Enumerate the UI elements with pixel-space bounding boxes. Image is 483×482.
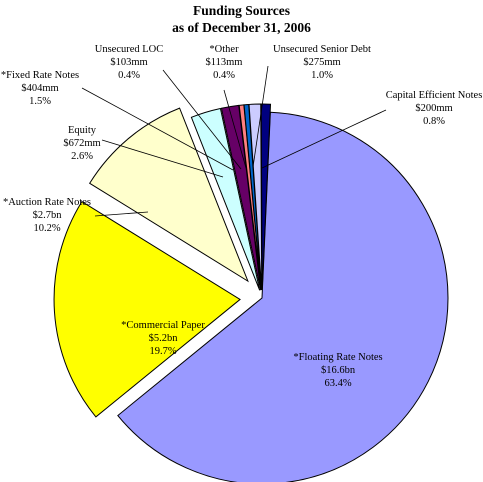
pie-slices bbox=[53, 103, 449, 482]
leader-line bbox=[261, 109, 387, 169]
slice-label: Unsecured Senior Debt $275mm 1.0% bbox=[273, 44, 371, 81]
slice-label: *Auction Rate Notes $2.7bn 10.2% bbox=[3, 197, 91, 234]
slice-amount: $2.7bn bbox=[33, 210, 63, 221]
leader-line bbox=[223, 89, 247, 169]
leader-line bbox=[162, 69, 242, 170]
chart-subtitle: as of December 31, 2006 bbox=[172, 20, 311, 35]
slice-percent: 0.8% bbox=[423, 116, 445, 127]
chart-title: Funding Sources bbox=[193, 3, 290, 18]
slice-label: *Other $113mm 0.4% bbox=[206, 44, 243, 81]
slice-amount: $275mm bbox=[303, 57, 340, 68]
slice-name: Equity bbox=[68, 125, 97, 136]
chart-title-block: Funding Sources as of December 31, 2006 bbox=[0, 2, 483, 36]
slice-percent: 2.6% bbox=[71, 151, 93, 162]
leader-line bbox=[101, 139, 224, 178]
slice-amount: $113mm bbox=[206, 57, 243, 68]
slice-percent: 1.5% bbox=[29, 96, 51, 107]
slice-amount: $103mm bbox=[110, 57, 147, 68]
slice-label: *Commercial Paper $5.2bn 19.7% bbox=[121, 320, 205, 357]
slice-label: *Floating Rate Notes $16.6bn 63.4% bbox=[293, 352, 382, 389]
slice-name: Unsecured Senior Debt bbox=[273, 44, 371, 55]
slice-name: *Other bbox=[209, 44, 239, 55]
slice-percent: 19.7% bbox=[149, 346, 176, 357]
leader-line bbox=[81, 87, 234, 171]
slice-name: Capital Efficient Notes bbox=[386, 90, 483, 101]
slice-percent: 10.2% bbox=[33, 223, 60, 234]
slice-amount: $5.2bn bbox=[149, 333, 179, 344]
slice-label: Capital Efficient Notes $200mm 0.8% bbox=[386, 90, 483, 127]
slice-name: Unsecured LOC bbox=[95, 44, 164, 55]
pie-slice bbox=[190, 107, 261, 291]
leader-line bbox=[94, 211, 149, 217]
slice-percent: 0.4% bbox=[213, 70, 235, 81]
leader-line bbox=[252, 65, 269, 168]
slice-name: *Fixed Rate Notes bbox=[1, 70, 79, 81]
slice-name: *Auction Rate Notes bbox=[3, 197, 91, 208]
slice-amount: $16.6bn bbox=[321, 365, 356, 376]
leader-lines bbox=[81, 65, 387, 217]
pie-slice bbox=[89, 107, 249, 283]
slice-amount: $404mm bbox=[21, 83, 58, 94]
pie-slice bbox=[260, 103, 272, 291]
slice-label: *Fixed Rate Notes $404mm 1.5% bbox=[1, 70, 79, 107]
pie-slice bbox=[53, 200, 241, 418]
slice-amount: $672mm bbox=[63, 138, 100, 149]
slice-name: *Floating Rate Notes bbox=[293, 352, 382, 363]
slice-amount: $200mm bbox=[415, 103, 452, 114]
slice-percent: 1.0% bbox=[311, 70, 333, 81]
slice-label: Unsecured LOC $103mm 0.4% bbox=[95, 44, 164, 81]
slice-percent: 63.4% bbox=[324, 378, 351, 389]
slice-percent: 0.4% bbox=[118, 70, 140, 81]
slice-labels: *Floating Rate Notes $16.6bn 63.4% *Commerc… bbox=[1, 44, 482, 389]
pie-slice bbox=[117, 111, 449, 482]
slice-name: *Commercial Paper bbox=[121, 320, 205, 331]
slice-label: Equity $672mm 2.6% bbox=[63, 125, 100, 162]
